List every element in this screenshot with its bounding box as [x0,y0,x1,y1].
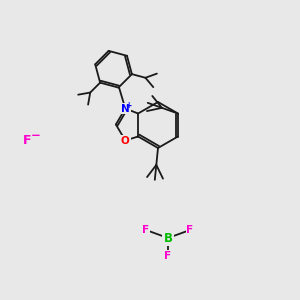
Text: −: − [31,128,41,142]
Text: N: N [121,103,130,113]
Text: +: + [126,100,132,109]
Text: O: O [121,136,130,146]
Text: F: F [142,225,150,235]
Text: F: F [23,134,31,146]
Text: F: F [164,251,172,261]
Text: B: B [164,232,172,244]
Text: F: F [186,225,194,235]
